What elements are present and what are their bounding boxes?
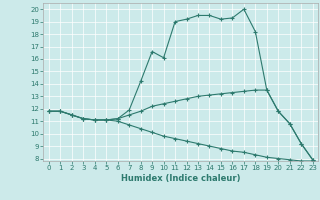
X-axis label: Humidex (Indice chaleur): Humidex (Indice chaleur) (121, 174, 241, 183)
